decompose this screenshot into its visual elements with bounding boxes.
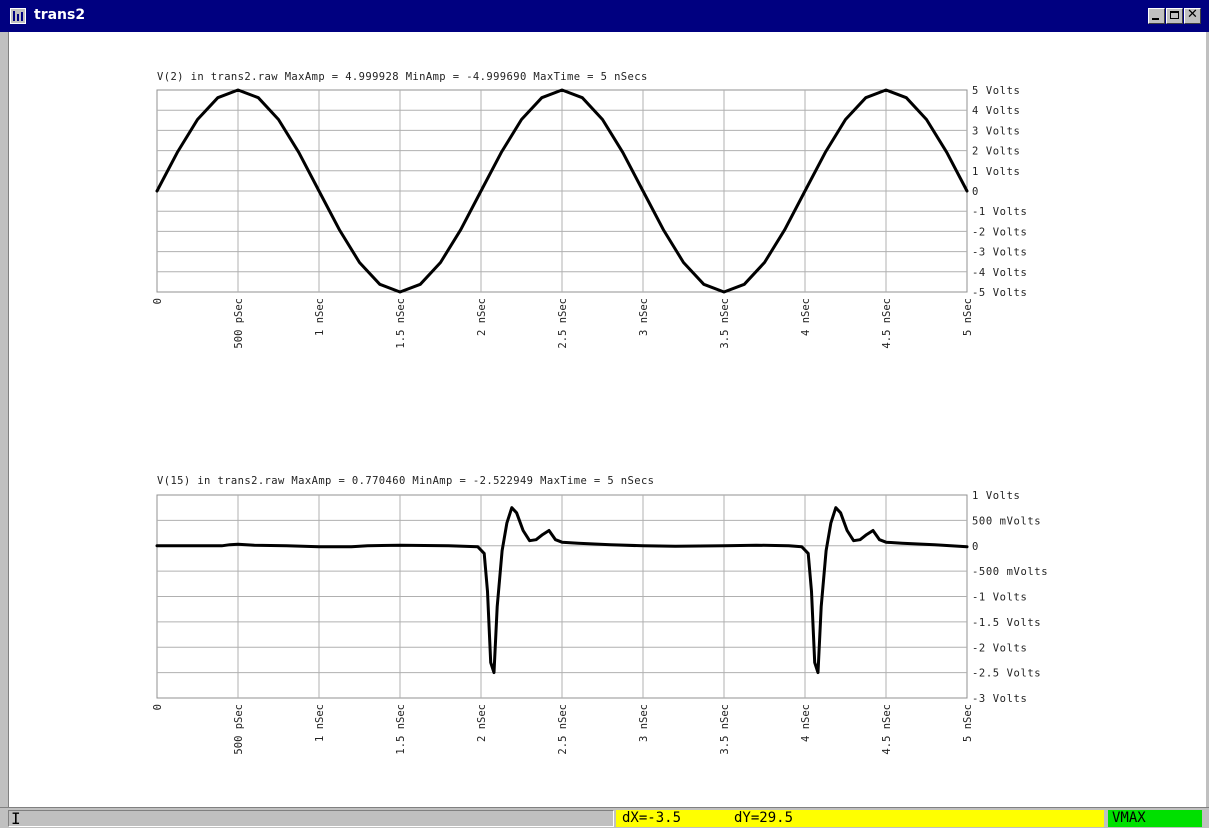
x-tick-label: 4.5 nSec bbox=[881, 704, 893, 755]
y-tick-label: 1 Volts bbox=[972, 490, 1020, 502]
x-tick-label: 4 nSec bbox=[800, 298, 812, 336]
y-tick-label: -1.5 Volts bbox=[972, 617, 1041, 629]
plot-title: V(2) in trans2.raw MaxAmp = 4.999928 Min… bbox=[157, 71, 648, 83]
y-tick-label: -2 Volts bbox=[972, 642, 1027, 654]
close-icon: ✕ bbox=[1187, 7, 1198, 22]
status-bar: I dX=-3.5 dY=29.5 VMAX bbox=[0, 807, 1209, 828]
y-tick-label: 4 Volts bbox=[972, 105, 1020, 117]
y-tick-label: 5 Volts bbox=[972, 85, 1020, 97]
y-tick-label: 0 bbox=[972, 186, 979, 198]
minimize-icon bbox=[1152, 18, 1159, 20]
waveform-trace bbox=[155, 88, 969, 294]
waveform-trace bbox=[155, 506, 969, 675]
window-frame-left bbox=[0, 32, 9, 807]
maximize-button[interactable] bbox=[1166, 8, 1183, 24]
y-tick-label: -500 mVolts bbox=[972, 566, 1048, 578]
delta-x-readout: dX=-3.5 bbox=[622, 810, 682, 826]
x-tick-label: 5 nSec bbox=[962, 298, 974, 336]
status-message-pane: I bbox=[8, 810, 614, 827]
x-tick-label: 4 nSec bbox=[800, 704, 812, 742]
x-tick-label: 500 pSec bbox=[233, 704, 245, 755]
y-tick-label: 3 Volts bbox=[972, 125, 1020, 137]
y-tick-label: -3 Volts bbox=[972, 693, 1027, 705]
y-tick-label: -5 Volts bbox=[972, 287, 1027, 299]
y-tick-label: -3 Volts bbox=[972, 247, 1027, 259]
x-tick-label: 500 pSec bbox=[233, 298, 245, 349]
text-cursor-icon: I bbox=[11, 809, 21, 828]
x-tick-label: 1 nSec bbox=[314, 298, 326, 336]
y-tick-label: 500 mVolts bbox=[972, 515, 1041, 527]
y-tick-label: -1 Volts bbox=[972, 206, 1027, 218]
y-tick-label: -1 Volts bbox=[972, 592, 1027, 604]
window-title: trans2 bbox=[34, 7, 86, 23]
measure-mode-indicator[interactable]: VMAX bbox=[1108, 810, 1202, 827]
delta-y-readout: dY=29.5 bbox=[734, 810, 794, 826]
x-tick-label: 2 nSec bbox=[476, 704, 488, 742]
window-controls: ✕ bbox=[1147, 7, 1201, 25]
minimize-button[interactable] bbox=[1148, 8, 1165, 24]
window-frame-right bbox=[1206, 32, 1209, 807]
y-tick-label: 2 Volts bbox=[972, 146, 1020, 158]
waveform-app-icon[interactable] bbox=[10, 8, 26, 24]
y-tick-label: -2 Volts bbox=[972, 226, 1027, 238]
x-tick-label: 5 nSec bbox=[962, 704, 974, 742]
title-bar[interactable]: trans2 ✕ bbox=[0, 0, 1209, 32]
y-tick-label: 1 Volts bbox=[972, 166, 1020, 178]
x-tick-label: 1.5 nSec bbox=[395, 704, 407, 755]
x-tick-label: 2 nSec bbox=[476, 298, 488, 336]
x-tick-label: 4.5 nSec bbox=[881, 298, 893, 349]
x-tick-label: 0 bbox=[152, 704, 164, 710]
x-tick-label: 3.5 nSec bbox=[719, 704, 731, 755]
x-tick-label: 1.5 nSec bbox=[395, 298, 407, 349]
x-tick-label: 0 bbox=[152, 298, 164, 304]
x-tick-label: 2.5 nSec bbox=[557, 704, 569, 755]
x-tick-label: 3.5 nSec bbox=[719, 298, 731, 349]
close-button[interactable]: ✕ bbox=[1184, 7, 1201, 24]
y-tick-label: -2.5 Volts bbox=[972, 668, 1041, 680]
x-tick-label: 2.5 nSec bbox=[557, 298, 569, 349]
maximize-icon bbox=[1170, 11, 1179, 19]
plot-title: V(15) in trans2.raw MaxAmp = 0.770460 Mi… bbox=[157, 475, 654, 487]
x-tick-label: 3 nSec bbox=[638, 298, 650, 336]
x-tick-label: 3 nSec bbox=[638, 704, 650, 742]
y-tick-label: 0 bbox=[972, 541, 979, 553]
cursor-delta-pane: dX=-3.5 dY=29.5 bbox=[616, 810, 1104, 827]
y-tick-label: -4 Volts bbox=[972, 267, 1027, 279]
x-tick-label: 1 nSec bbox=[314, 704, 326, 742]
